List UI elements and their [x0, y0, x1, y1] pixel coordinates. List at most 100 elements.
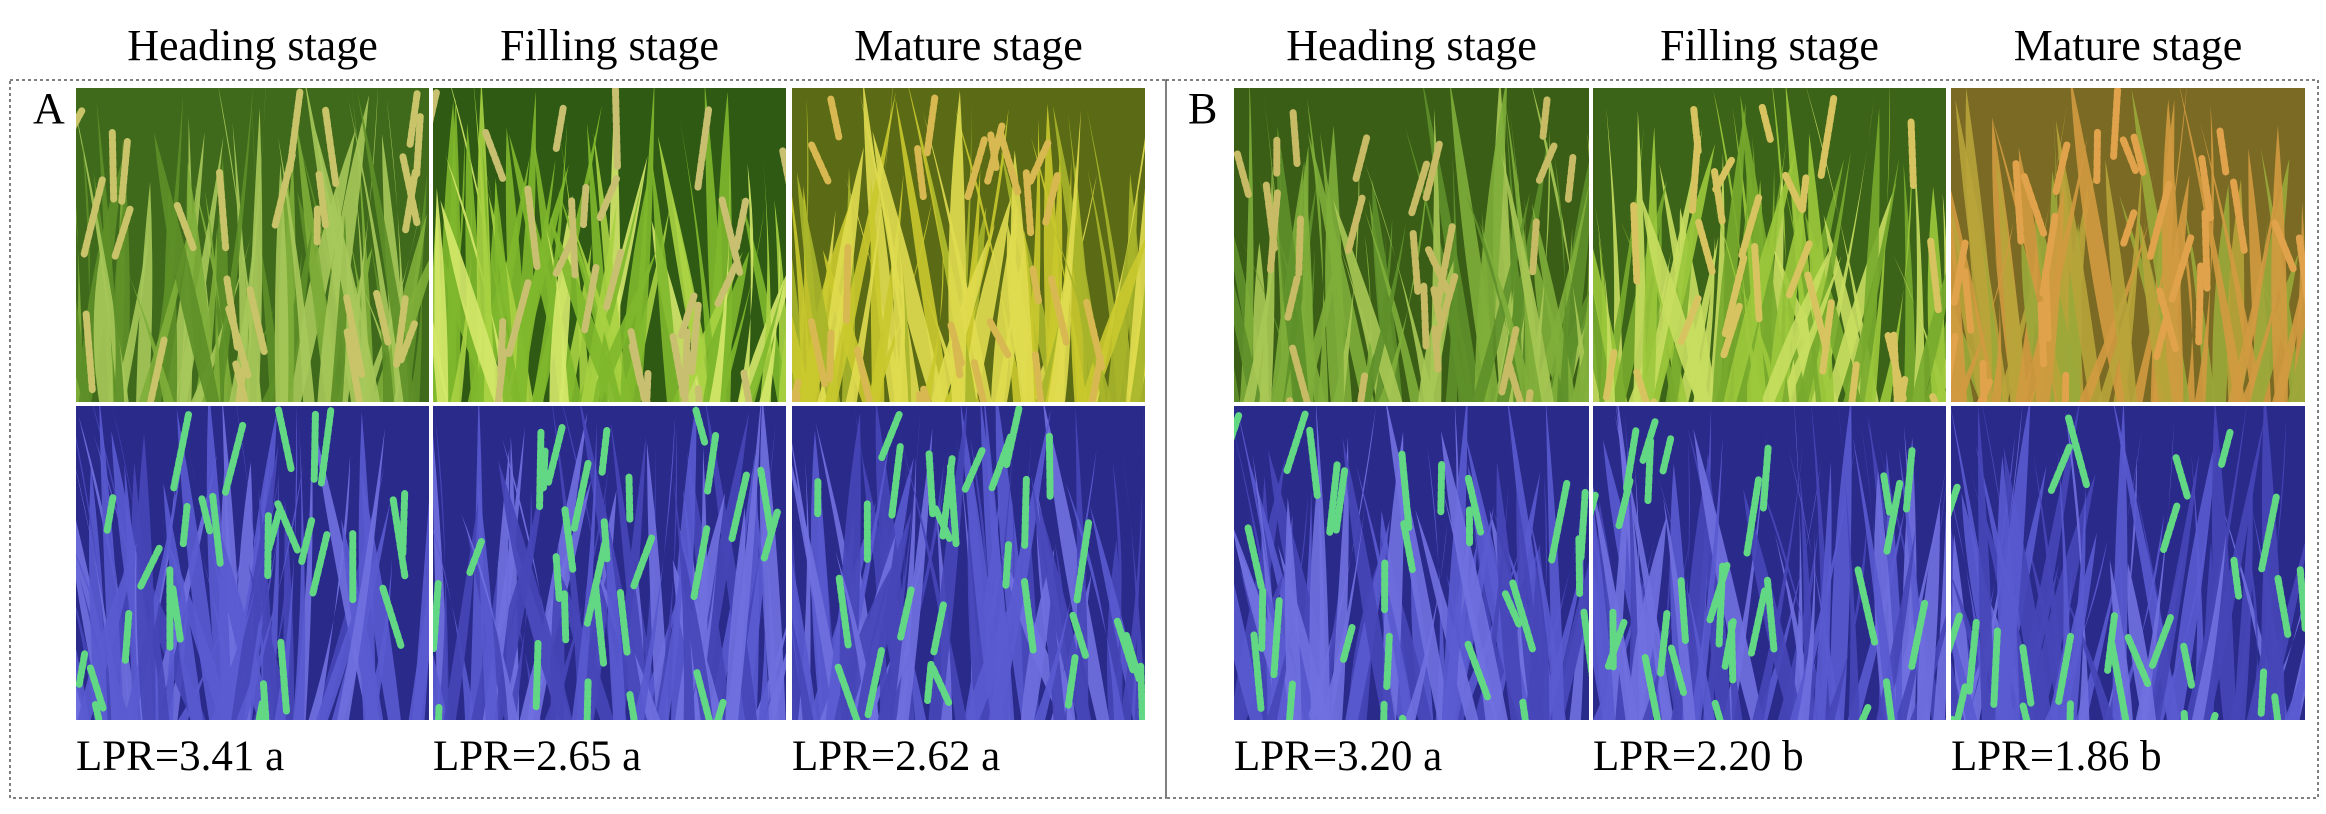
panicle	[1045, 432, 1054, 502]
panicle	[628, 342, 645, 388]
leaf	[2191, 534, 2227, 720]
panicle	[1519, 698, 1529, 720]
panicle	[317, 407, 335, 487]
panicle	[2130, 133, 2147, 176]
leaf	[2246, 540, 2260, 720]
leaf	[1501, 153, 1554, 402]
leaf	[435, 419, 449, 720]
leaf	[1994, 156, 2028, 402]
panicle	[600, 518, 611, 563]
panicle	[2198, 155, 2215, 224]
panicle	[1539, 96, 1551, 140]
leaf	[1797, 521, 1816, 720]
panicle	[2124, 633, 2152, 688]
panicle	[864, 647, 885, 719]
panicle	[1286, 680, 1296, 720]
leaf	[76, 685, 85, 720]
leaf	[545, 227, 569, 402]
panicle	[198, 495, 214, 536]
panicle	[1858, 703, 1872, 720]
panicle	[1326, 461, 1341, 536]
leaf	[440, 200, 508, 402]
leaf	[1239, 88, 1254, 402]
leaf	[1326, 208, 1387, 402]
panicle	[2019, 702, 2031, 720]
panicle	[1398, 450, 1413, 532]
leaf	[93, 248, 113, 402]
panicle	[1535, 142, 1558, 184]
panicle	[925, 450, 937, 518]
panicle	[536, 428, 545, 511]
leaf	[1355, 511, 1376, 720]
panicle	[1505, 361, 1524, 402]
panicle	[1332, 467, 1349, 535]
panicle	[1113, 617, 1137, 675]
leaf	[896, 427, 933, 720]
leaf	[2064, 485, 2086, 720]
leaf	[1716, 182, 1750, 402]
leaf	[1021, 548, 1055, 720]
panicle	[505, 279, 532, 358]
leaf	[1441, 406, 1468, 720]
segmentation-image	[792, 406, 1145, 720]
panicle	[669, 333, 688, 402]
lpr-label: LPR=3.20 a	[1234, 733, 1442, 780]
leaf	[995, 243, 1024, 402]
panicle	[1977, 378, 1993, 402]
leaf	[1806, 88, 1879, 402]
panicle	[1951, 612, 1963, 654]
panicle	[1244, 524, 1265, 592]
panicle	[103, 494, 117, 535]
panicle	[1721, 254, 1748, 339]
leaf	[450, 195, 472, 402]
panicle	[265, 508, 283, 553]
panicle	[259, 680, 270, 720]
panicle	[209, 492, 224, 567]
segmentation-image	[1593, 406, 1946, 720]
panicle	[80, 176, 106, 258]
panicle	[1289, 344, 1311, 402]
leaf	[726, 406, 762, 720]
panicle	[595, 175, 620, 224]
panicle	[275, 406, 296, 475]
lpr-label: LPR=2.65 a	[433, 733, 641, 780]
leaf	[176, 409, 222, 720]
panicle	[121, 609, 133, 664]
panicle	[2295, 234, 2305, 307]
field-photo	[792, 88, 1145, 402]
panicle	[1677, 294, 1702, 346]
panicle	[179, 502, 191, 548]
panicle	[1951, 239, 1969, 307]
panicle	[1021, 578, 1037, 657]
column-heading: Mature stage	[854, 21, 1082, 70]
panicle	[888, 443, 904, 520]
panicle	[690, 525, 711, 602]
panicle	[1633, 368, 1650, 402]
leaf	[1446, 572, 1464, 720]
panicle	[897, 586, 915, 641]
panicle	[1817, 94, 1838, 182]
leaf	[1951, 625, 1978, 720]
leaf	[1933, 508, 1946, 720]
leaf	[1624, 412, 1640, 720]
panicle	[2055, 632, 2075, 705]
panicle	[2146, 180, 2173, 260]
leaf	[1031, 137, 1088, 402]
leaf	[445, 154, 514, 402]
leaf	[1415, 509, 1479, 720]
leaf	[738, 275, 786, 402]
panicle	[1234, 412, 1243, 441]
panicle	[2066, 700, 2074, 720]
panicle	[1408, 160, 1431, 217]
panicle	[1763, 576, 1778, 654]
leaf	[750, 467, 769, 720]
panicle	[2104, 612, 2118, 674]
panicle	[1002, 541, 1013, 589]
leaf	[1813, 461, 1832, 720]
leaf	[2109, 559, 2133, 720]
leaf	[433, 653, 448, 720]
panicle	[433, 579, 442, 653]
panicle	[1743, 476, 1763, 557]
leaf	[1641, 196, 1711, 402]
panicle	[389, 496, 409, 580]
